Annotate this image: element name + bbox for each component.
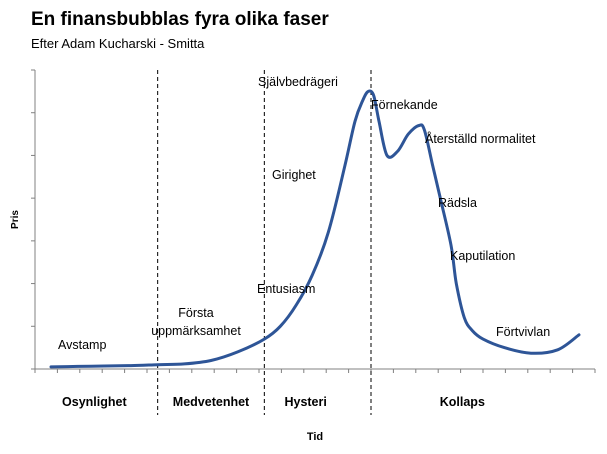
annotation-label: Entusiasm [257,282,315,296]
annotation-label: Förtvivlan [496,325,550,339]
phase-label: Osynlighet [62,395,127,409]
annotation-label: Återställd normalitet [425,131,536,146]
annotation-label: Girighet [272,168,316,182]
phase-label: Medvetenhet [173,395,250,409]
phase-label: Kollaps [440,395,485,409]
phase-label: Hysteri [284,395,326,409]
y-axis-label: Pris [10,210,21,229]
x-axis-label: Tid [307,431,323,443]
annotation-label: Kaputilation [450,249,515,263]
chart-subtitle: Efter Adam Kucharski - Smitta [31,36,205,51]
annotation-label: uppmärksamhet [151,324,241,338]
annotation-label: Avstamp [58,338,106,352]
annotation-label: Förnekande [371,98,438,112]
annotation-label: Första [178,306,213,320]
bubble-curve [49,89,581,369]
annotation-label: Rädsla [438,196,477,210]
chart-title: En finansbubblas fyra olika faser [31,9,329,30]
annotation-label: Självbedrägeri [258,75,338,89]
